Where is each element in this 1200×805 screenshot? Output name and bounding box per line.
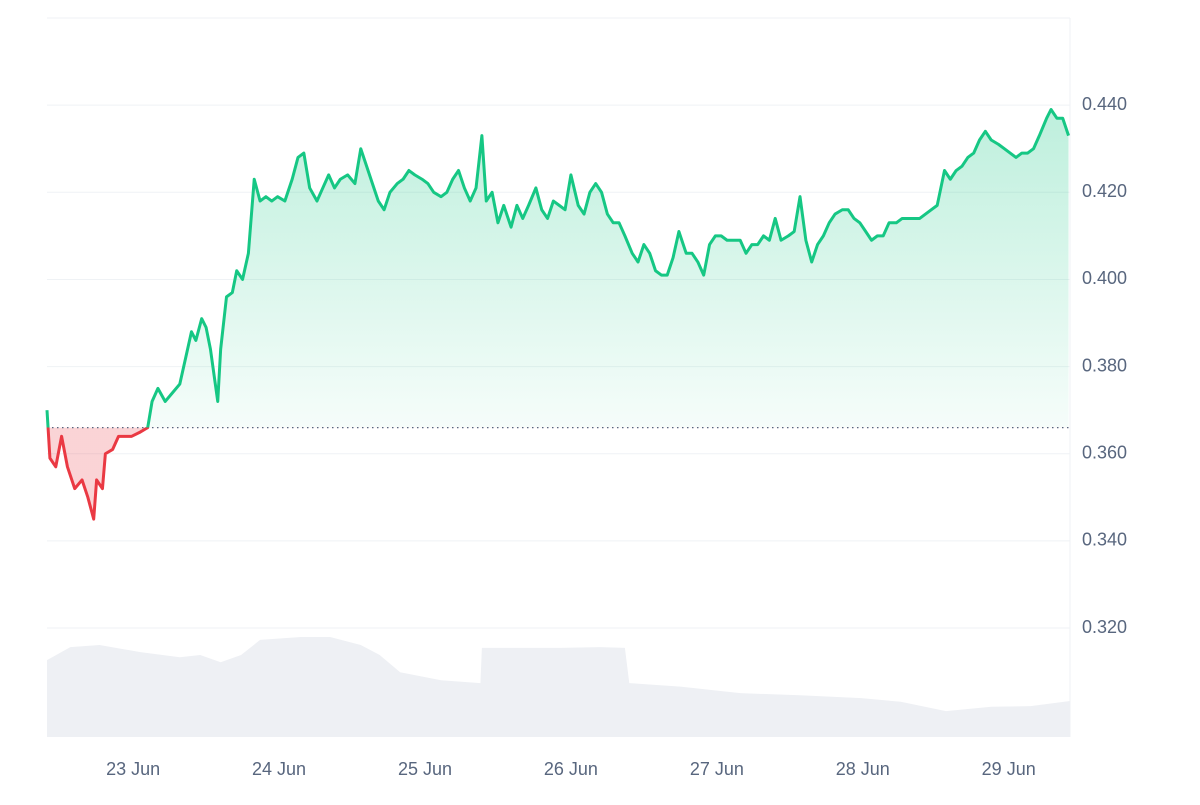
x-tick-label: 24 Jun — [252, 759, 306, 779]
y-tick-label: 0.320 — [1082, 617, 1127, 637]
x-tick-label: 26 Jun — [544, 759, 598, 779]
y-tick-label: 0.440 — [1082, 94, 1127, 114]
y-tick-label: 0.400 — [1082, 268, 1127, 288]
y-tick-label: 0.360 — [1082, 443, 1127, 463]
x-tick-label: 23 Jun — [106, 759, 160, 779]
y-tick-label: 0.340 — [1082, 530, 1127, 550]
price-line — [45, 108, 1070, 521]
volume-area — [47, 637, 1070, 737]
x-tick-label: 28 Jun — [836, 759, 890, 779]
x-tick-label: 25 Jun — [398, 759, 452, 779]
x-tick-label: 27 Jun — [690, 759, 744, 779]
x-tick-label: 29 Jun — [982, 759, 1036, 779]
y-tick-label: 0.420 — [1082, 181, 1127, 201]
price-area — [47, 109, 1069, 520]
y-tick-label: 0.380 — [1082, 355, 1127, 375]
